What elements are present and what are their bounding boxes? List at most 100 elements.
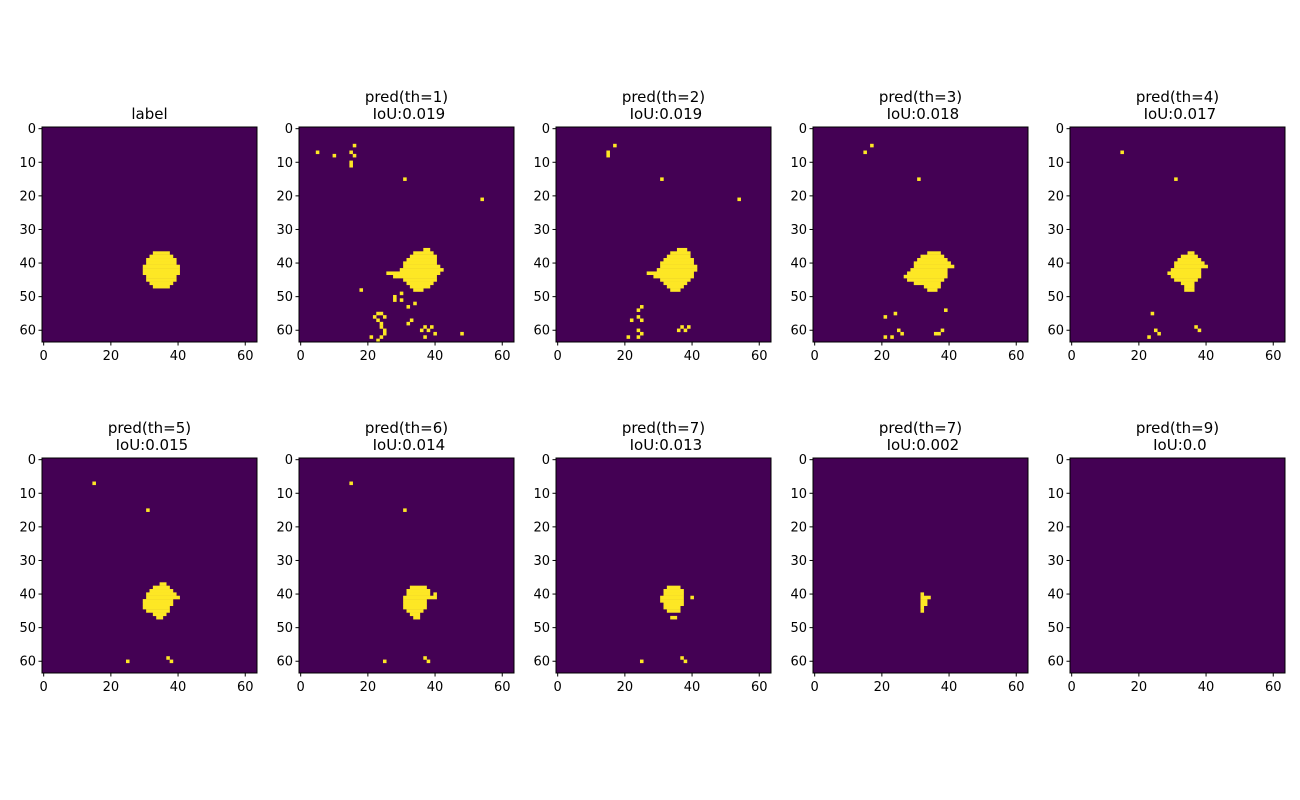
mask-span: [666, 585, 681, 590]
x-tick-label: 60: [751, 349, 768, 364]
mask-span: [656, 268, 698, 272]
mask-span: [403, 605, 427, 610]
mask-pixel: [639, 659, 644, 664]
y-tick-label: 30: [790, 223, 807, 238]
mask-pixel: [349, 481, 353, 486]
y-tick-label: 50: [533, 621, 550, 636]
mask-span: [920, 254, 945, 259]
y-tick-label: 0: [28, 453, 36, 468]
mask-span: [409, 284, 431, 289]
mask-span: [920, 599, 928, 603]
mask-pixel: [680, 325, 684, 329]
mask-span: [666, 284, 684, 289]
x-tick-label: 40: [941, 680, 958, 695]
x-tick-label: 0: [297, 680, 305, 695]
mask-pixel: [639, 305, 644, 309]
y-tick-label: 60: [533, 655, 550, 670]
panel-10: 0 10 20 30 40 50 60 0 20 40 60 pred(th=9) IoU:0.0: [1047, 419, 1286, 695]
mask-pixel: [352, 143, 357, 148]
y-tick-label: 30: [276, 554, 293, 569]
panel-4: 0 10 20 30 40 50 60 0 20 40 60 pred(th=3) IoU:0.018: [790, 88, 1029, 364]
mask-pixel: [376, 338, 380, 343]
mask-pixel: [379, 325, 384, 329]
image-background: [556, 458, 771, 673]
mask-pixel: [399, 298, 404, 302]
mask-span: [1174, 278, 1198, 282]
mask-pixel: [315, 150, 320, 155]
y-tick-label: 10: [1047, 487, 1064, 502]
x-tick-label: 40: [170, 349, 187, 364]
mask-span: [406, 609, 424, 613]
y-tick-label: 50: [19, 621, 36, 636]
mask-span: [399, 268, 444, 272]
axes-frame: [41, 457, 258, 674]
mask-pixel: [399, 291, 404, 296]
mask-span: [1184, 284, 1195, 289]
mask-span: [663, 258, 694, 262]
x-tick-label: 0: [811, 349, 819, 364]
mask-pixel: [372, 315, 377, 319]
x-tick-label: 40: [427, 349, 444, 364]
mask-span: [403, 595, 434, 600]
mask-span: [142, 605, 170, 610]
image-background: [813, 127, 1028, 342]
y-tick-label: 0: [799, 122, 807, 137]
mask-span: [149, 589, 174, 593]
y-tick-label: 10: [790, 156, 807, 171]
mask-span: [663, 602, 684, 607]
x-tick-label: 0: [811, 680, 819, 695]
y-tick-label: 10: [19, 156, 36, 171]
mask-pixel: [376, 318, 380, 323]
panel-1: 0 10 20 30 40 50 60 0 20 40 60 label: [19, 105, 258, 364]
y-tick-label: 0: [1056, 122, 1064, 137]
panel-title: pred(th=4): [1136, 88, 1219, 106]
panel-title: IoU:0.019: [368, 105, 445, 123]
y-tick-label: 0: [542, 122, 550, 137]
x-tick-label: 60: [1008, 680, 1025, 695]
x-tick-label: 60: [237, 680, 254, 695]
axes-frame: [555, 457, 772, 674]
y-tick-label: 10: [1047, 156, 1064, 171]
mask-pixel: [737, 197, 741, 202]
x-tick-label: 20: [874, 680, 891, 695]
mask-pixel: [606, 150, 610, 155]
panel-title: pred(th=6): [365, 419, 448, 437]
y-tick-label: 30: [1047, 223, 1064, 238]
x-tick-label: 40: [1198, 349, 1215, 364]
mask-span: [146, 595, 180, 600]
mask-pixel: [382, 315, 387, 319]
panel-9: 0 10 20 30 40 50 60 0 20 40 60 pred(th=7) IoU:0.002: [790, 419, 1029, 695]
x-tick-label: 60: [1265, 680, 1282, 695]
mask-pixel: [426, 659, 431, 664]
y-tick-label: 10: [533, 156, 550, 171]
panel-7: 0 10 20 30 40 50 60 0 20 40 60 pred(th=6) IoU:0.014: [276, 419, 515, 695]
mask-span: [913, 281, 941, 286]
mask-pixel: [626, 335, 631, 339]
mask-span: [409, 254, 437, 259]
panel-title: pred(th=7): [622, 419, 705, 437]
x-tick-label: 0: [554, 680, 562, 695]
image-background: [1070, 127, 1285, 342]
y-tick-label: 20: [533, 520, 550, 535]
mask-pixel: [870, 143, 874, 148]
image-background: [42, 458, 257, 673]
x-tick-label: 0: [297, 349, 305, 364]
mask-span: [406, 592, 431, 596]
y-tick-label: 60: [19, 655, 36, 670]
mask-pixel: [636, 308, 641, 312]
mask-span: [409, 612, 421, 617]
mask-span: [142, 599, 174, 603]
mask-span: [660, 599, 684, 603]
panel-title: pred(th=5): [108, 419, 191, 437]
mask-pixel: [92, 481, 96, 486]
mask-pixel: [403, 177, 407, 181]
y-tick-label: 50: [533, 290, 550, 305]
mask-span: [152, 612, 167, 617]
y-tick-label: 20: [790, 520, 807, 535]
mask-span: [146, 609, 170, 613]
y-tick-label: 20: [533, 189, 550, 204]
x-tick-label: 40: [427, 680, 444, 695]
mask-pixel: [883, 335, 888, 339]
mask-span: [1187, 251, 1195, 255]
